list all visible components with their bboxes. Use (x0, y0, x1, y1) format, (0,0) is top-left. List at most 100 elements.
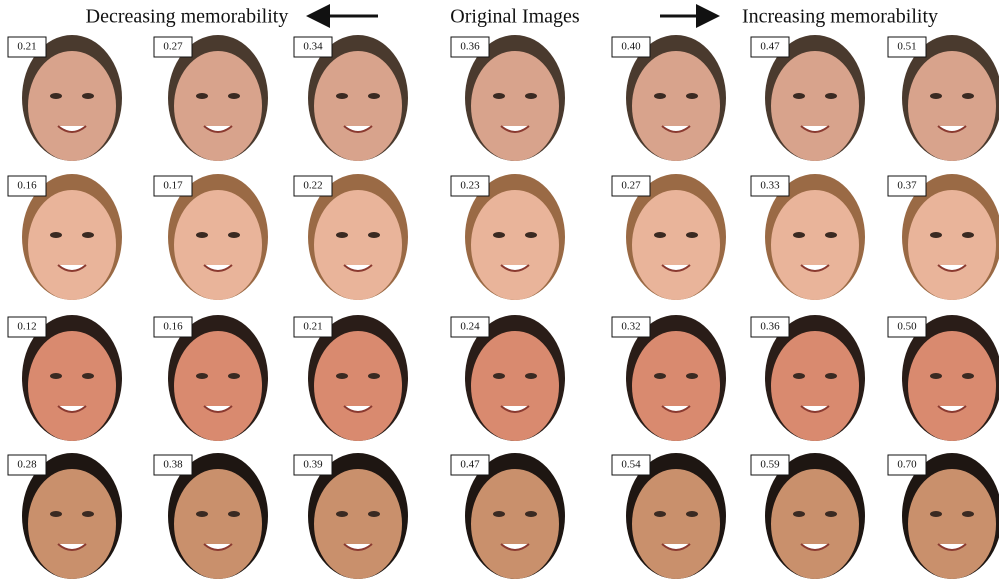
mouth (500, 543, 530, 551)
face-image (902, 315, 999, 441)
eye (50, 93, 62, 99)
eye (82, 373, 94, 379)
face-image (465, 453, 565, 579)
eye (50, 511, 62, 517)
score-box (750, 175, 790, 197)
score-box (293, 454, 333, 476)
eye (228, 511, 240, 517)
face-skin (908, 469, 996, 579)
mouth (661, 264, 691, 272)
mouth (937, 125, 967, 133)
eye (654, 373, 666, 379)
eye (493, 232, 505, 238)
score-label: 0.37 (897, 180, 917, 192)
left-heading: Decreasing memorability (86, 6, 289, 28)
face-skin (314, 331, 402, 441)
eye (930, 232, 942, 238)
mouth (661, 543, 691, 551)
face-skin (632, 190, 720, 300)
score-box (7, 454, 47, 476)
mouth (800, 543, 830, 551)
mouth (57, 543, 87, 551)
eye (336, 93, 348, 99)
eye (793, 373, 805, 379)
score-box (153, 175, 193, 197)
eye (336, 373, 348, 379)
eye (825, 511, 837, 517)
mouth (57, 125, 87, 133)
face-image (465, 35, 565, 161)
mouth (203, 125, 233, 133)
eye (930, 93, 942, 99)
score-label: 0.51 (897, 41, 916, 53)
score-label: 0.22 (303, 180, 322, 192)
face-skin (471, 51, 559, 161)
face-image (308, 315, 408, 441)
score-label: 0.34 (303, 41, 323, 53)
score-label: 0.50 (897, 321, 917, 333)
eye (686, 232, 698, 238)
face-image (168, 315, 268, 441)
eye (930, 511, 942, 517)
score-label: 0.12 (17, 321, 36, 333)
score-box (450, 316, 490, 338)
eye (525, 232, 537, 238)
eye (654, 511, 666, 517)
score-label: 0.27 (621, 180, 641, 192)
eye (686, 93, 698, 99)
face-skin (771, 190, 859, 300)
face-skin (28, 469, 116, 579)
eye (793, 511, 805, 517)
face-image (168, 35, 268, 161)
score-box (153, 316, 193, 338)
face-skin (28, 190, 116, 300)
score-box (611, 454, 651, 476)
face-skin (314, 51, 402, 161)
eye (654, 93, 666, 99)
face-skin (28, 51, 116, 161)
face-image (308, 174, 408, 300)
mouth (57, 405, 87, 413)
eye (228, 373, 240, 379)
face-skin (314, 190, 402, 300)
face-skin (174, 331, 262, 441)
center-heading: Original Images (450, 6, 580, 28)
score-label: 0.27 (163, 41, 183, 53)
eye (228, 232, 240, 238)
eye (368, 511, 380, 517)
mouth (937, 264, 967, 272)
face-skin (632, 469, 720, 579)
score-label: 0.70 (897, 459, 917, 471)
eye (82, 232, 94, 238)
face-image (22, 453, 122, 579)
mouth (661, 125, 691, 133)
face-image (22, 315, 122, 441)
score-label: 0.47 (460, 459, 480, 471)
score-label: 0.59 (760, 459, 780, 471)
eye (525, 511, 537, 517)
mouth (937, 405, 967, 413)
face-image (308, 35, 408, 161)
right-heading: Increasing memorability (742, 6, 938, 28)
face-skin (174, 51, 262, 161)
eye (930, 373, 942, 379)
score-label: 0.54 (621, 459, 641, 471)
eye (196, 232, 208, 238)
score-label: 0.32 (621, 321, 640, 333)
face-skin (908, 331, 996, 441)
face-image (168, 174, 268, 300)
mouth (203, 405, 233, 413)
eye (50, 232, 62, 238)
face-skin (908, 190, 996, 300)
eye (196, 93, 208, 99)
eye (82, 511, 94, 517)
score-box (750, 316, 790, 338)
score-label: 0.33 (760, 180, 780, 192)
face-image (626, 174, 726, 300)
eye (50, 373, 62, 379)
score-box (293, 36, 333, 58)
score-box (7, 36, 47, 58)
score-label: 0.23 (460, 180, 480, 192)
mouth (500, 405, 530, 413)
